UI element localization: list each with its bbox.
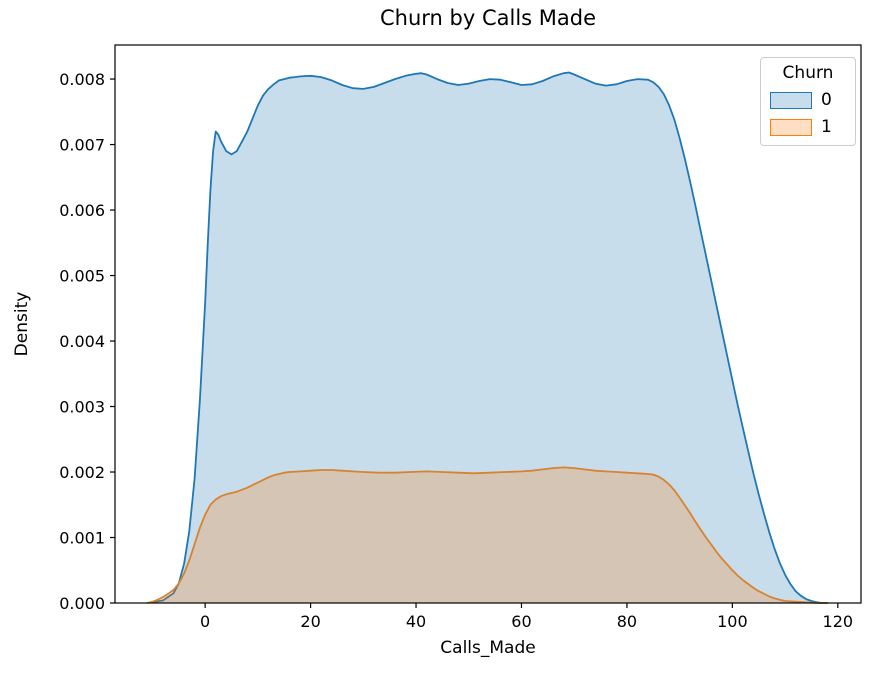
x-axis-label: Calls_Made: [440, 638, 536, 658]
svg-text:40: 40: [406, 612, 426, 631]
svg-text:0.000: 0.000: [59, 594, 105, 613]
svg-text:20: 20: [300, 612, 320, 631]
y-axis-label: Density: [12, 291, 32, 357]
svg-text:0.006: 0.006: [59, 201, 105, 220]
svg-text:80: 80: [617, 612, 637, 631]
legend-title: Churn: [782, 63, 834, 83]
svg-text:0.001: 0.001: [59, 529, 105, 548]
svg-text:0.008: 0.008: [59, 70, 105, 89]
svg-text:0.005: 0.005: [59, 267, 105, 286]
legend-label-0: 0: [821, 90, 832, 110]
legend-item-churn-0: 0: [770, 90, 846, 110]
svg-text:60: 60: [511, 612, 531, 631]
svg-text:120: 120: [823, 612, 854, 631]
svg-text:0.007: 0.007: [59, 136, 105, 155]
svg-text:0: 0: [200, 612, 210, 631]
svg-text:0.004: 0.004: [59, 332, 105, 351]
legend-item-churn-1: 1: [770, 117, 846, 137]
chart-title: Churn by Calls Made: [379, 6, 597, 30]
legend-label-1: 1: [821, 117, 832, 137]
legend-swatch-1: [770, 118, 812, 136]
legend-swatch-0: [770, 91, 812, 109]
legend: Churn 0 1: [760, 57, 856, 146]
svg-text:0.002: 0.002: [59, 463, 105, 482]
svg-text:0.003: 0.003: [59, 398, 105, 417]
svg-text:100: 100: [717, 612, 748, 631]
